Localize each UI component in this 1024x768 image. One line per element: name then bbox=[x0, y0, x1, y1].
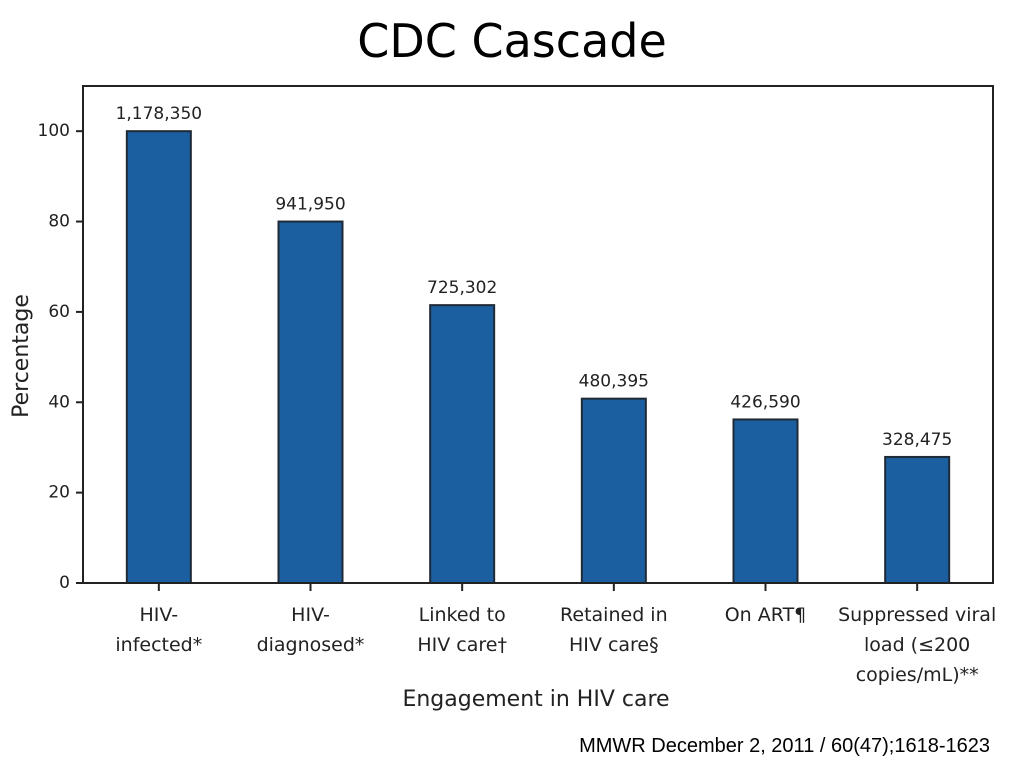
data-label: 941,950 bbox=[275, 195, 345, 215]
data-label: 426,590 bbox=[730, 392, 800, 412]
slide-title: CDC Cascade bbox=[357, 14, 667, 68]
bar bbox=[580, 397, 647, 584]
category-label: Retained in HIV care§ bbox=[560, 604, 668, 656]
y-tick-label: 40 bbox=[48, 392, 70, 412]
y-tick-label: 100 bbox=[38, 121, 70, 141]
axis-layer: 0 20 40 60 80 100 bbox=[38, 121, 919, 593]
category-label: Suppressed viral load (≤200 copies/mL)** bbox=[838, 604, 996, 686]
category-label: Linked to HIV care† bbox=[417, 604, 507, 656]
citation: MMWR December 2, 2011 / 60(47);1618-1623 bbox=[579, 735, 990, 757]
bar bbox=[732, 418, 799, 584]
x-axis-title: Engagement in HIV care bbox=[402, 687, 669, 712]
category-label: On ART¶ bbox=[725, 604, 807, 626]
y-tick-label: 0 bbox=[59, 573, 70, 593]
category-label: HIV-diagnosed* bbox=[257, 604, 365, 656]
bar bbox=[277, 220, 344, 585]
data-label: 328,475 bbox=[882, 430, 952, 450]
y-tick-label: 20 bbox=[48, 483, 70, 503]
bar bbox=[125, 130, 192, 584]
category-label: HIV-infected* bbox=[115, 604, 202, 656]
bar bbox=[429, 304, 496, 584]
labels-layer: 1,178,350 HIV-infected* 941,950 HIV-diagnos… bbox=[115, 104, 996, 686]
y-tick-label: 80 bbox=[48, 212, 70, 232]
data-label: 725,302 bbox=[427, 278, 497, 298]
bars-layer bbox=[125, 130, 951, 585]
y-axis-title: Percentage bbox=[9, 294, 34, 418]
y-tick-label: 60 bbox=[48, 302, 70, 322]
bar-chart: 0 20 40 60 80 100 1,178,350 HIV-infected* 941,9… bbox=[9, 85, 996, 712]
data-label: 480,395 bbox=[579, 372, 649, 392]
plot-frame bbox=[82, 85, 994, 584]
bar bbox=[884, 455, 951, 584]
data-label: 1,178,350 bbox=[116, 104, 203, 124]
